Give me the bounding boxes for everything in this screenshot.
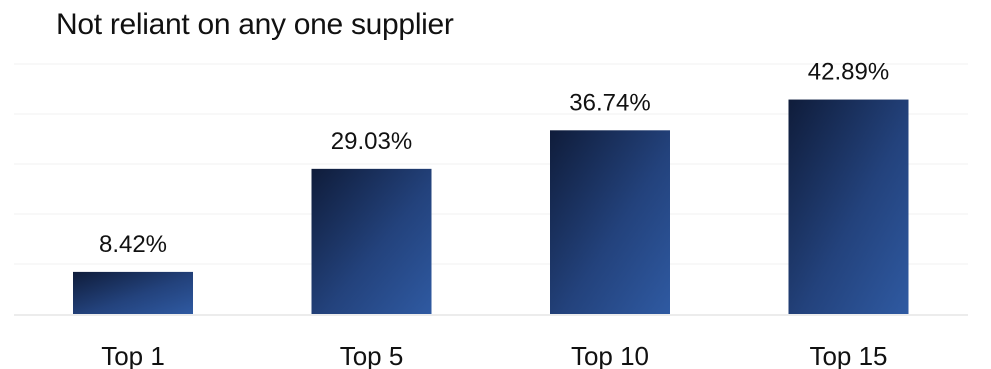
data-label: 42.89% [808,59,889,86]
bar-top-5 [311,168,432,314]
bar-top-15 [788,99,909,314]
data-label: 36.74% [569,89,650,116]
data-label: 8.42% [99,231,167,258]
x-tick-label: Top 5 [340,341,404,369]
bar-top-1 [73,271,193,314]
x-tick-label: Top 1 [101,341,165,369]
x-tick-labels: Top 1 Top 5 Top 10 Top 15 [101,341,887,369]
bars [73,99,909,314]
bar-top-10 [550,130,670,314]
grid-lines [14,63,968,316]
data-label: 29.03% [331,128,412,155]
data-labels: 8.42% 29.03% 36.74% 42.89% [99,59,889,258]
x-tick-label: Top 15 [809,341,887,369]
x-tick-label: Top 10 [571,341,649,369]
chart-title: Not reliant on any one supplier [56,8,454,41]
